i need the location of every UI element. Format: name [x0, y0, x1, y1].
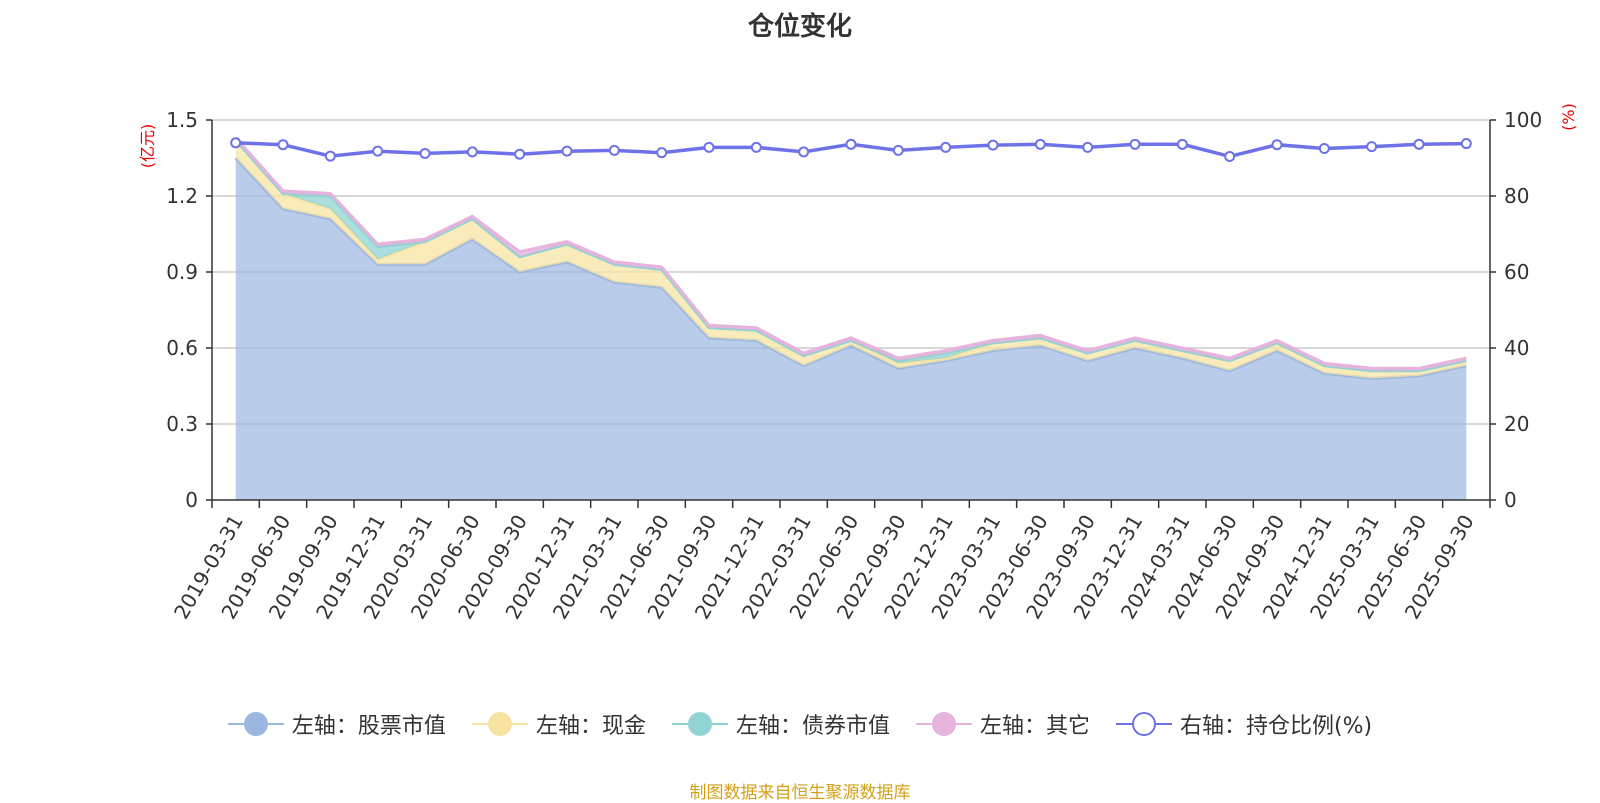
right-axis-unit: (%) — [1559, 103, 1578, 131]
area-series-1 — [235, 158, 1467, 500]
left-tick-label: 0 — [185, 488, 198, 512]
legend-marker-icon — [671, 709, 728, 739]
left-tick-label: 0.9 — [166, 260, 198, 284]
ratio-point — [1366, 141, 1378, 153]
legend-marker-icon — [1115, 709, 1172, 739]
legend-marker-icon — [471, 709, 528, 739]
legend-marker-icon — [915, 709, 972, 739]
ratio-point — [419, 147, 431, 159]
area-edge-4 — [234, 136, 1467, 370]
right-tick-label: 40 — [1504, 336, 1529, 360]
ratio-point — [1224, 150, 1236, 162]
legend-marker-icon — [227, 709, 284, 739]
right-tick-label: 80 — [1504, 184, 1529, 208]
legend-label: 左轴：其它 — [979, 714, 1090, 739]
legend-item[interactable]: 左轴：债券市值 — [671, 708, 890, 740]
ratio-point — [277, 139, 289, 151]
chart-title: 仓位变化 — [747, 12, 852, 42]
left-tick-label: 1.2 — [166, 184, 198, 208]
ratio-point — [1176, 138, 1188, 150]
ratio-point — [750, 141, 762, 153]
left-axis-unit: (亿元) — [138, 124, 157, 169]
ratio-point — [1318, 143, 1330, 154]
legend: 左轴：股票市值 左轴：现金 左轴：债券市值 左轴：其它 右轴：持仓比例(%) — [0, 708, 1600, 740]
ratio-point — [1034, 138, 1046, 150]
right-tick-label: 100 — [1504, 108, 1542, 132]
ratio-point — [1271, 139, 1283, 151]
legend-label: 左轴：现金 — [535, 714, 646, 739]
source-note: 制图数据来自恒生聚源数据库 — [689, 783, 911, 803]
ratio-point — [987, 139, 999, 151]
left-tick-label: 0.3 — [166, 412, 198, 436]
legend-item[interactable]: 左轴：其它 — [915, 708, 1090, 740]
ratio-point — [845, 138, 857, 150]
legend-item[interactable]: 左轴：现金 — [471, 708, 646, 740]
legend-label: 右轴：持仓比例(%) — [1179, 714, 1373, 739]
ratio-point — [703, 141, 715, 153]
left-tick-label: 0.6 — [166, 336, 198, 360]
right-tick-label: 60 — [1504, 260, 1529, 284]
right-tick-label: 0 — [1504, 488, 1517, 512]
ratio-point — [1082, 141, 1094, 153]
ratio-point — [514, 148, 526, 160]
ratio-point — [230, 137, 242, 149]
legend-item[interactable]: 右轴：持仓比例(%) — [1115, 708, 1373, 740]
ratio-point — [466, 146, 478, 158]
legend-label: 左轴：股票市值 — [291, 714, 446, 739]
ratio-point — [656, 147, 668, 159]
ratio-point — [1413, 138, 1425, 150]
right-tick-label: 20 — [1504, 412, 1529, 436]
ratio-point — [608, 144, 620, 156]
stacked-areas — [234, 136, 1467, 500]
ratio-point — [324, 150, 336, 162]
left-tick-label: 1.5 — [166, 108, 198, 132]
legend-label: 左轴：债券市值 — [735, 714, 890, 739]
ratio-point — [940, 141, 952, 153]
ratio-point — [798, 146, 810, 158]
ratio-point — [372, 145, 384, 157]
ratio-point — [1460, 138, 1472, 150]
ratio-point — [892, 144, 904, 156]
ratio-point — [1129, 138, 1141, 150]
ratio-point — [561, 145, 573, 157]
ratio-line — [230, 137, 1472, 162]
legend-item[interactable]: 左轴：股票市值 — [227, 708, 446, 740]
